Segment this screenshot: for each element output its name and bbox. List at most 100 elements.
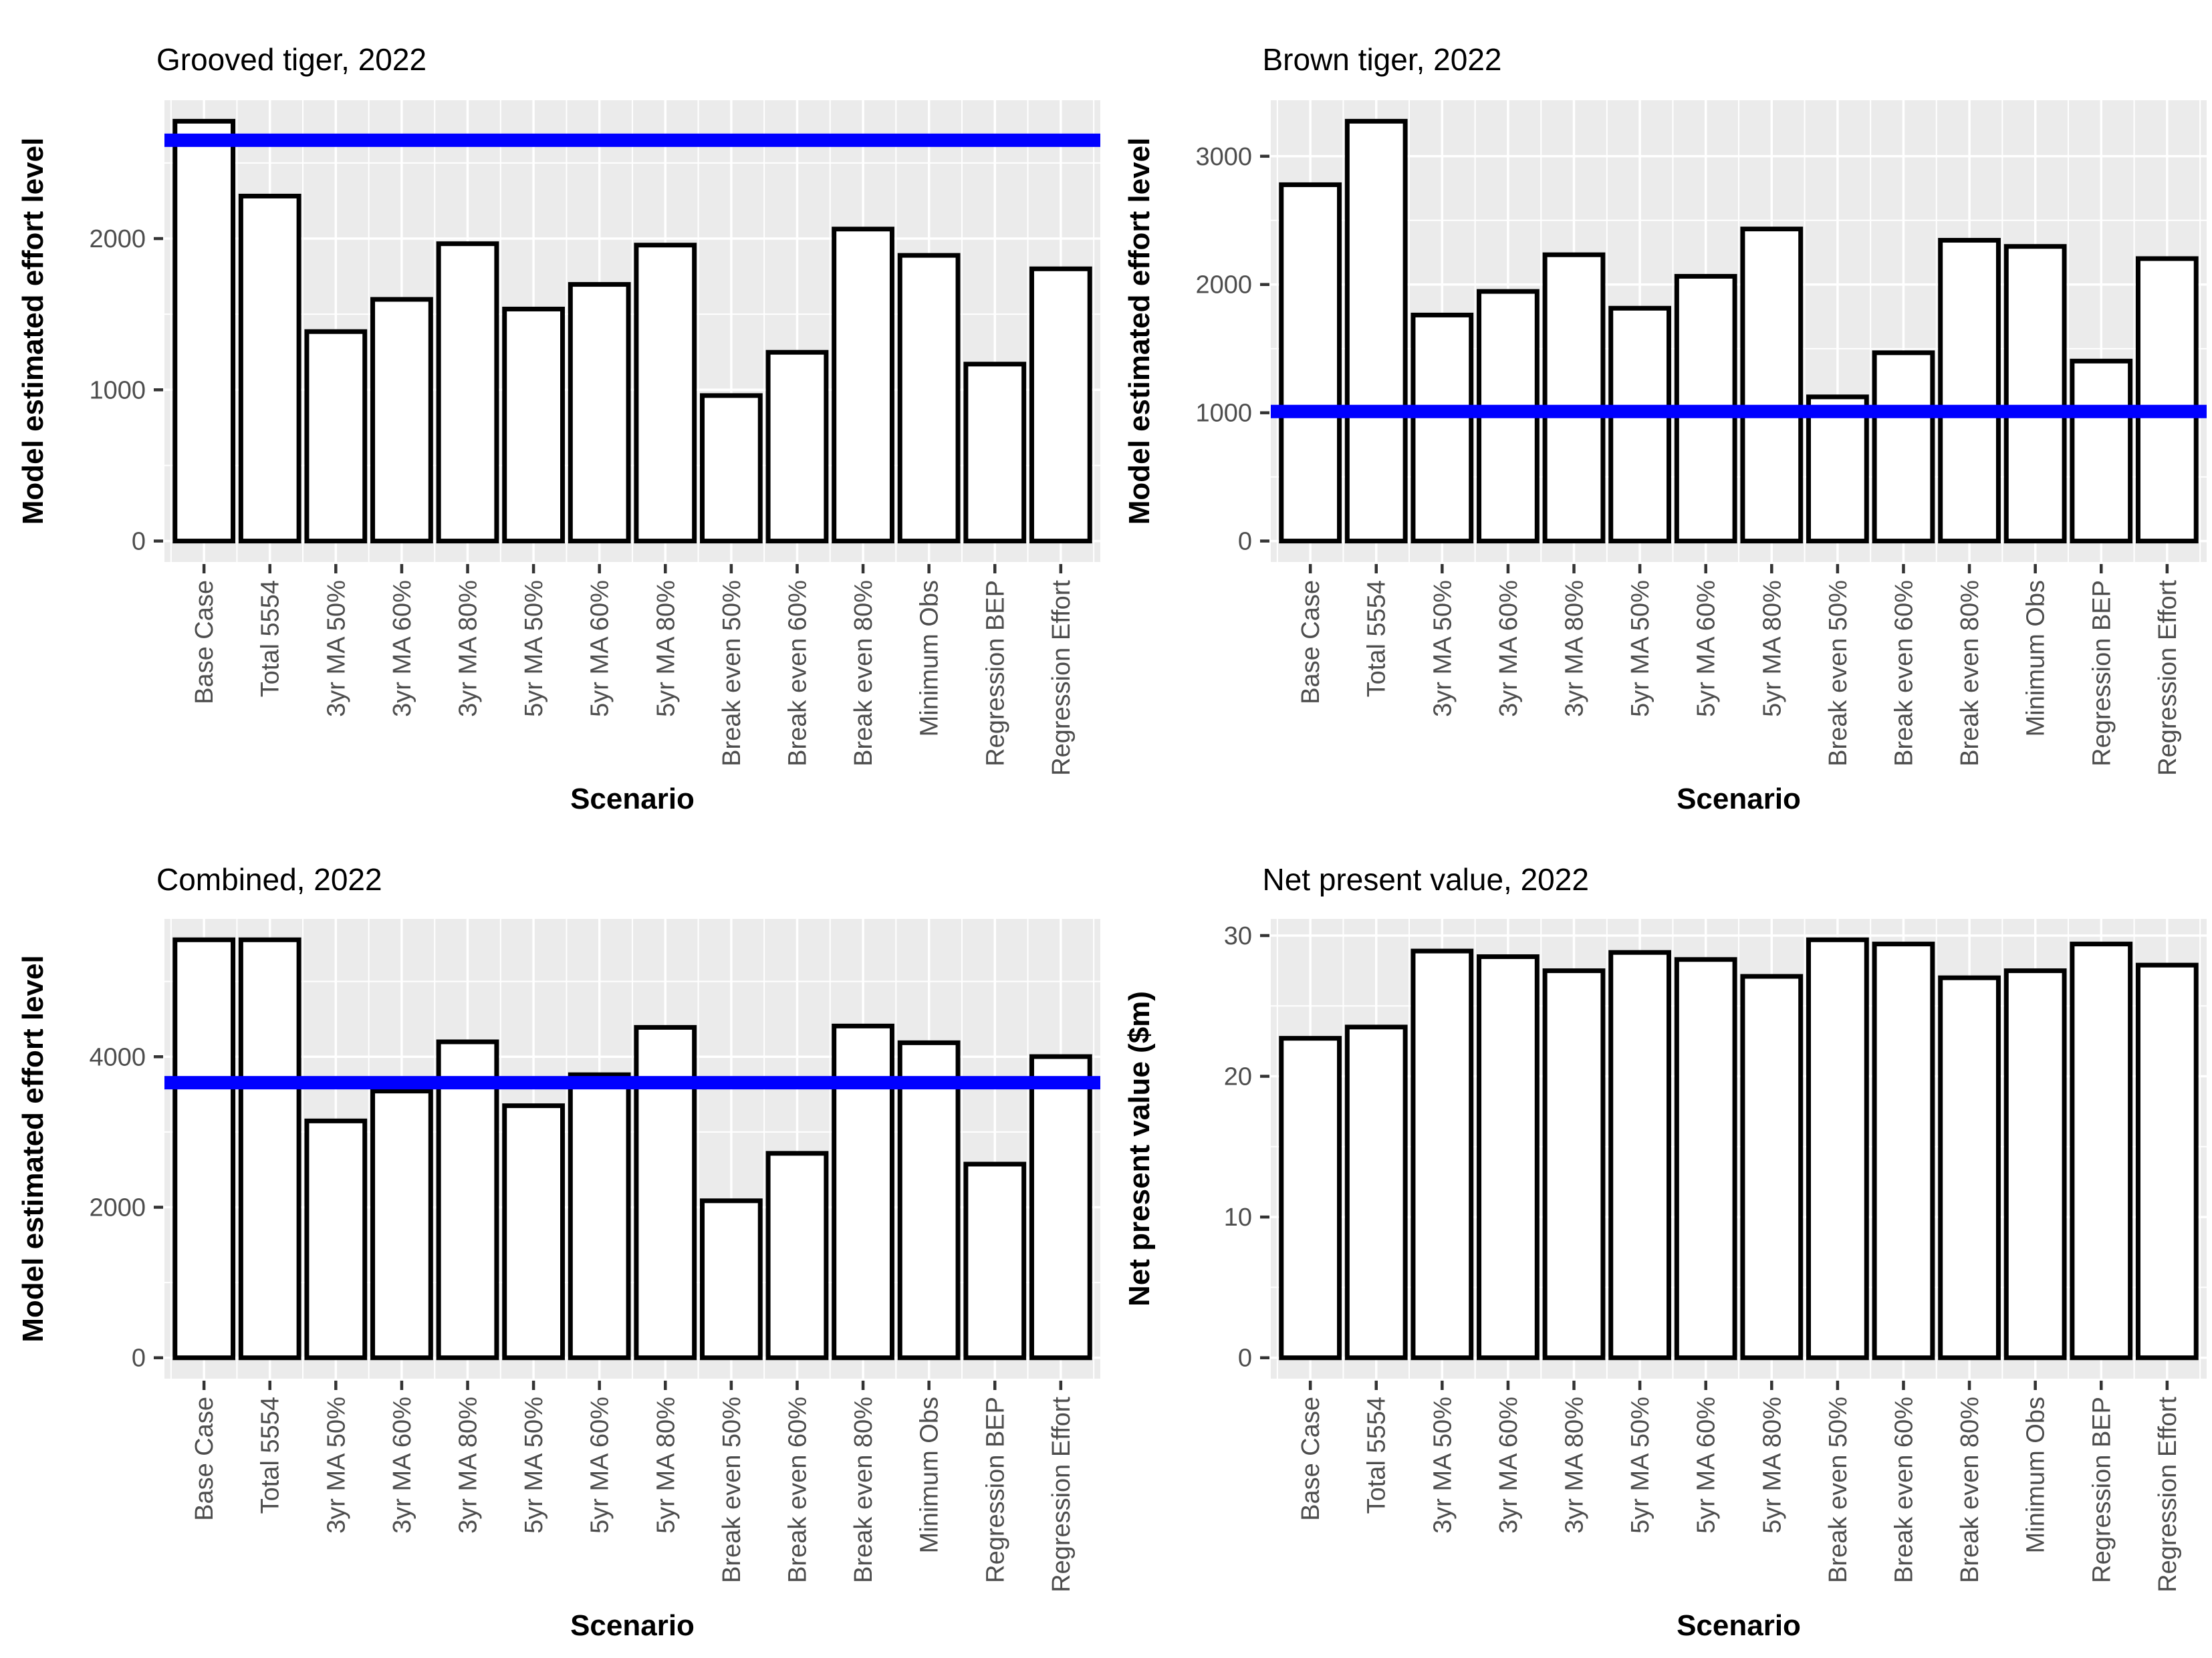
x-tick-label: Break even 50% <box>1824 1397 1852 1583</box>
x-tick-label: Break even 80% <box>1956 1397 1984 1583</box>
bar <box>1806 937 1869 1360</box>
x-tick-label: Regression Effort <box>2153 1396 2181 1592</box>
x-tick-label: Break even 60% <box>1890 580 1918 767</box>
bar <box>1410 312 1473 544</box>
bar <box>238 193 301 544</box>
x-tick-label: 5yr MA 80% <box>1758 580 1786 717</box>
x-tick-label: Base Case <box>191 580 219 704</box>
x-axis-title: Scenario <box>1677 1609 1801 1642</box>
bar <box>1344 1024 1408 1360</box>
bar <box>436 1039 499 1360</box>
x-tick-label: Base Case <box>1297 580 1325 704</box>
y-tick-label: 2000 <box>1195 271 1252 299</box>
chart-title-combined: Combined, 2022 <box>156 861 382 897</box>
bar <box>2069 941 2132 1360</box>
x-tick-label: 3yr MA 80% <box>1560 1397 1588 1534</box>
x-tick-label: Total 5554 <box>1362 580 1390 697</box>
y-axis-title: Model estimated effort level <box>1123 138 1156 525</box>
bar <box>1674 956 1737 1360</box>
y-tick-label: 0 <box>132 528 146 556</box>
y-tick-label: 1000 <box>89 376 146 404</box>
x-axis-title: Scenario <box>570 783 695 815</box>
x-tick-label: Minimum Obs <box>916 580 944 736</box>
x-tick-label: 3yr MA 60% <box>388 1397 416 1534</box>
x-tick-label: 5yr MA 80% <box>1758 1397 1786 1534</box>
net-present-value-chart: Net present value, 2022 0 10 20 30 Base Case… <box>1106 829 2212 1658</box>
y-tick-label: 10 <box>1223 1204 1251 1232</box>
bar <box>1937 975 2001 1360</box>
bar <box>568 1072 631 1360</box>
x-tick-label: Regression Effort <box>2153 580 2181 776</box>
x-tick-label: 5yr MA 80% <box>652 580 680 717</box>
y-tick-label: 0 <box>1237 528 1251 556</box>
bar <box>700 393 763 544</box>
bar <box>1806 394 1869 544</box>
bar <box>1739 974 1803 1360</box>
x-tick-label: Total 5554 <box>1362 1397 1390 1514</box>
x-tick-label: 3yr MA 80% <box>1560 580 1588 717</box>
bar <box>370 1088 433 1360</box>
y-tick-label: 0 <box>1237 1344 1251 1372</box>
bar <box>897 253 961 544</box>
x-tick-label: 3yr MA 80% <box>455 580 483 717</box>
x-tick-label: 3yr MA 50% <box>322 1397 350 1534</box>
x-tick-label: 5yr MA 50% <box>520 1397 548 1534</box>
bar <box>304 329 368 544</box>
x-tick-label: 5yr MA 50% <box>520 580 548 717</box>
x-tick-label: Break even 80% <box>1956 580 1984 767</box>
bar <box>1937 238 2001 544</box>
y-axis-title: Model estimated effort level <box>17 955 49 1342</box>
x-tick-label: 5yr MA 60% <box>586 1397 614 1534</box>
y-tick-label: 4000 <box>89 1043 146 1071</box>
bar <box>2003 244 2067 544</box>
bar <box>765 1150 829 1360</box>
bar <box>1542 968 1605 1360</box>
y-tick-label: 3000 <box>1195 143 1252 171</box>
bar <box>765 350 829 544</box>
bar <box>172 937 236 1360</box>
bar <box>1278 1035 1342 1360</box>
bar <box>700 1198 763 1360</box>
x-tick-label: 5yr MA 60% <box>1692 580 1720 717</box>
x-tick-label: 5yr MA 50% <box>1626 580 1654 717</box>
y-tick-label: 0 <box>132 1344 146 1372</box>
x-tick-label: 3yr MA 80% <box>455 1397 483 1534</box>
x-tick-label: 3yr MA 50% <box>1429 1397 1457 1534</box>
combined-chart: Combined, 2022 0 2000 4000 Base Case Total 5… <box>0 829 1106 1658</box>
bar <box>2135 962 2199 1360</box>
bar <box>304 1118 368 1360</box>
x-tick-label: 3yr MA 60% <box>388 580 416 717</box>
x-tick-label: Regression BEP <box>2088 580 2116 767</box>
bar <box>1872 941 1935 1360</box>
x-tick-label: Total 5554 <box>257 1397 285 1514</box>
bar <box>832 1023 894 1360</box>
bar <box>1739 227 1803 544</box>
x-tick-label: 3yr MA 60% <box>1494 1397 1522 1534</box>
y-axis-title: Net present value ($m) <box>1123 991 1156 1306</box>
x-tick-label: 3yr MA 60% <box>1494 580 1522 717</box>
x-tick-label: Minimum Obs <box>2021 1397 2050 1553</box>
x-tick-label: 3yr MA 50% <box>1429 580 1457 717</box>
x-tick-label: Break even 80% <box>850 580 878 767</box>
x-tick-label: 5yr MA 60% <box>586 580 614 717</box>
bar <box>963 362 1027 544</box>
bar <box>1476 954 1540 1360</box>
y-axis-title: Model estimated effort level <box>17 138 49 525</box>
brown-tiger-plot: 0 1000 2000 3000 Base Case Total 5554 3yr MA 5… <box>1123 100 2207 815</box>
x-tick-label: Minimum Obs <box>916 1397 944 1553</box>
x-axis-title: Scenario <box>570 1609 695 1642</box>
bar <box>897 1040 961 1360</box>
y-tick-label: 30 <box>1223 922 1251 950</box>
bar <box>1608 950 1671 1360</box>
bar <box>1608 305 1671 544</box>
x-tick-label: Break even 60% <box>1890 1397 1918 1583</box>
bar <box>1410 948 1473 1360</box>
x-tick-label: Regression Effort <box>1048 1396 1076 1592</box>
x-tick-label: 5yr MA 80% <box>652 1397 680 1534</box>
x-tick-label: Break even 60% <box>783 580 812 767</box>
x-tick-label: Break even 50% <box>718 1397 746 1583</box>
bar <box>1344 118 1408 544</box>
bar <box>1029 1054 1092 1360</box>
x-tick-label: Base Case <box>191 1397 219 1521</box>
bar <box>568 282 631 544</box>
